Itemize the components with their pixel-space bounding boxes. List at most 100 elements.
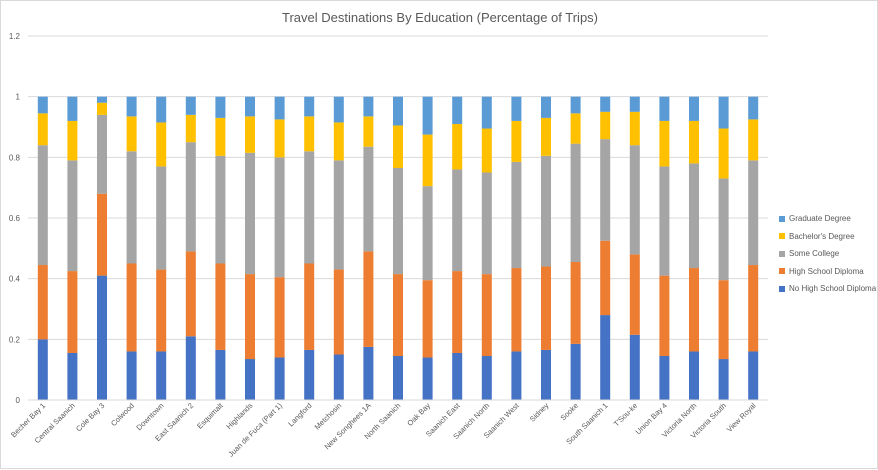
- bar-segment: [748, 265, 759, 352]
- legend-item: Graduate Degree: [779, 210, 876, 228]
- bar-segment: [333, 122, 344, 161]
- bar-segment: [156, 122, 167, 167]
- bar-segment: [570, 96, 581, 114]
- bar-segment: [511, 268, 522, 352]
- bar-segment: [718, 359, 729, 400]
- bar-segment: [363, 146, 374, 252]
- bar-segment: [600, 315, 611, 400]
- legend-label: Bachelor's Degree: [789, 231, 855, 241]
- bar-segment: [215, 263, 226, 350]
- bar-segment: [422, 186, 433, 281]
- bar-segment: [156, 269, 167, 352]
- bar-segment: [393, 167, 403, 275]
- bar-segment: [37, 339, 48, 400]
- y-tick-label: 0.2: [9, 335, 21, 344]
- bar-segment: [541, 155, 551, 267]
- bar-segment: [126, 263, 137, 352]
- bar-segment: [422, 134, 433, 187]
- bar-segment: [689, 120, 699, 164]
- bar-segment: [185, 96, 196, 115]
- bar-segment: [659, 166, 670, 276]
- bar-segment: [304, 349, 315, 400]
- bar-segment: [659, 275, 670, 357]
- bar-segment: [570, 343, 581, 400]
- x-tick-label: Metchosin: [313, 401, 344, 432]
- bar-segment: [689, 351, 699, 400]
- bar-segment: [393, 274, 403, 357]
- legend-swatch: [779, 268, 785, 275]
- x-tick-label: Langford: [286, 401, 313, 428]
- legend-swatch: [779, 250, 785, 257]
- x-tick-label: Colwood: [109, 401, 136, 428]
- bar-segment: [37, 145, 48, 266]
- bar-segment: [333, 160, 344, 270]
- bar-segment: [600, 139, 611, 241]
- bar-segment: [185, 114, 196, 143]
- bar-segment: [570, 261, 581, 344]
- x-tick-label: Highlands: [224, 401, 254, 431]
- x-tick-label: T'Sou-ke: [612, 401, 639, 428]
- legend-item: No High School Diploma: [779, 280, 876, 298]
- bar-segment: [452, 169, 463, 272]
- legend-label: No High School Diploma: [789, 284, 877, 294]
- bar-segment: [245, 96, 255, 117]
- bar-segment: [748, 351, 759, 400]
- bar-segment: [37, 113, 48, 146]
- bar-segment: [748, 119, 759, 161]
- legend: Graduate Degree Bachelor's Degree Some Col…: [779, 210, 876, 298]
- bar-segment: [689, 96, 699, 121]
- bar-segment: [541, 266, 551, 350]
- bar-segment: [481, 172, 492, 275]
- bar-segment: [97, 114, 107, 194]
- x-tick-label: Juan de Fuca (Part 1): [226, 401, 284, 459]
- bar-segment: [97, 96, 107, 103]
- bar-segment: [748, 160, 759, 266]
- legend-swatch: [779, 215, 785, 222]
- bar-segment: [511, 351, 522, 400]
- bar-segment: [363, 96, 374, 117]
- bar-segment: [629, 111, 640, 146]
- bar-segment: [393, 356, 403, 400]
- legend-label: Graduate Degree: [789, 214, 851, 224]
- legend-item: High School Diploma: [779, 263, 876, 281]
- bar-segment: [689, 268, 699, 352]
- bar-segment: [215, 117, 226, 156]
- bar-segment: [511, 96, 522, 121]
- bar-segment: [126, 116, 137, 152]
- bar-segment: [215, 155, 226, 264]
- bar-segment: [185, 251, 196, 337]
- y-tick-label: 0.8: [9, 153, 21, 162]
- bar-segment: [304, 151, 315, 264]
- bar-segment: [245, 274, 255, 360]
- bar-segment: [570, 143, 581, 262]
- bar-segment: [422, 357, 433, 400]
- bar-segment: [245, 116, 255, 153]
- x-tick-label: Sidney: [528, 401, 551, 424]
- bar-segment: [452, 271, 463, 353]
- bar-segment: [629, 96, 640, 112]
- bar-segment: [67, 96, 78, 121]
- x-tick-label: Oak Bay: [405, 401, 432, 428]
- y-tick-label: 1.2: [9, 32, 21, 41]
- bar-segment: [452, 352, 463, 400]
- bar-segment: [156, 166, 167, 270]
- bar-segment: [600, 111, 611, 140]
- bar-segment: [156, 96, 167, 123]
- bar-segment: [481, 128, 492, 173]
- bar-segment: [245, 152, 255, 275]
- bar-segment: [333, 354, 344, 400]
- bar-segment: [629, 334, 640, 400]
- bar-segment: [541, 117, 551, 156]
- bar-segment: [67, 120, 78, 161]
- bar-segment: [363, 346, 374, 400]
- y-tick-label: 0.6: [9, 214, 21, 223]
- x-tick-label: Cole Bay 3: [74, 401, 106, 433]
- bar-segment: [600, 96, 611, 112]
- legend-item: Some College: [779, 245, 876, 263]
- bar-segment: [659, 96, 670, 121]
- bar-segment: [570, 113, 581, 144]
- y-tick-label: 0.4: [9, 275, 21, 284]
- bar-segment: [274, 96, 285, 120]
